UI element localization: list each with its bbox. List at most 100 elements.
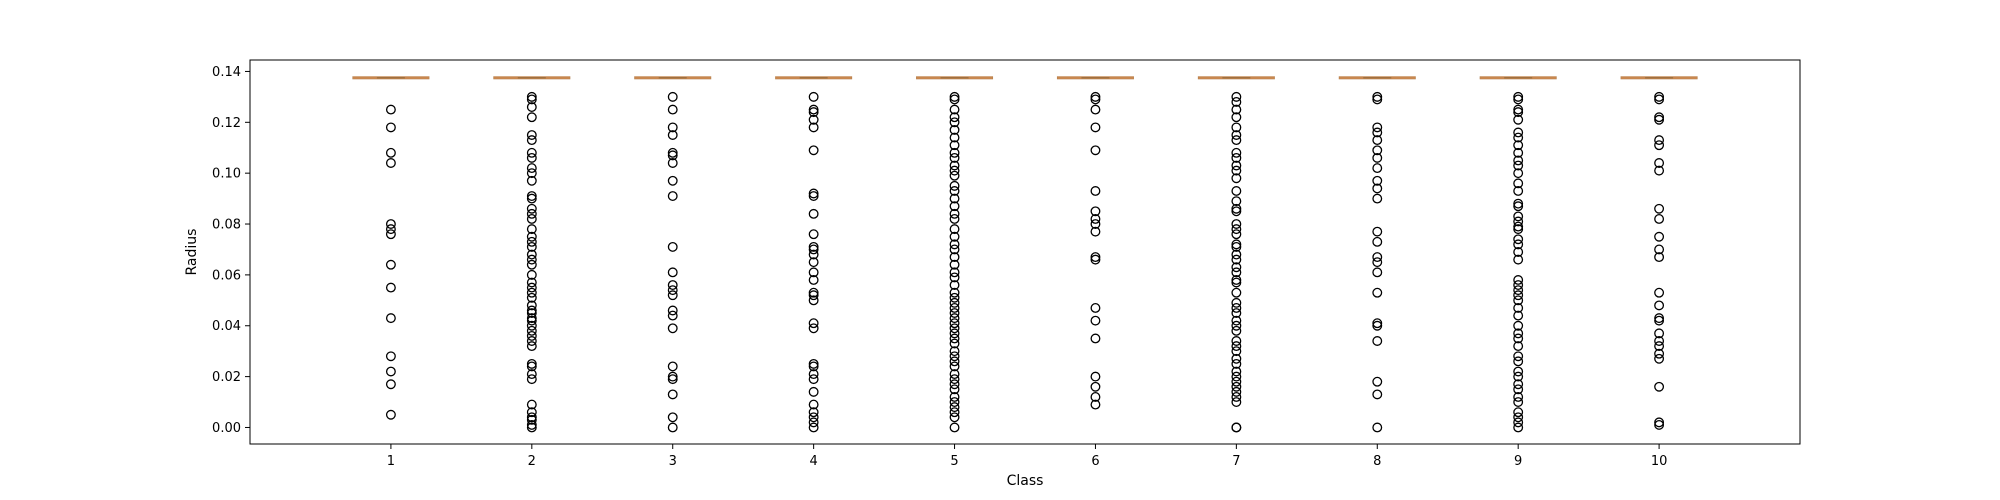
outlier-point — [385, 366, 396, 377]
outlier-point — [808, 244, 819, 255]
outlier-point — [808, 275, 819, 285]
y-axis-label: Radius — [184, 229, 200, 276]
outlier-point — [1090, 91, 1101, 102]
plot-area — [352, 76, 1698, 433]
outlier-point — [526, 305, 537, 316]
outlier-point — [1090, 104, 1101, 115]
outlier-point — [1513, 285, 1524, 296]
outlier-point — [1654, 158, 1665, 168]
y-tick-label: 0.12 — [212, 116, 241, 131]
x-tick-label: 7 — [1232, 454, 1240, 469]
outlier-point — [667, 91, 678, 102]
x-tick-label: 5 — [950, 454, 958, 469]
outlier-point — [949, 180, 960, 191]
outlier-point — [808, 318, 819, 329]
outlier-point — [1372, 163, 1383, 174]
outlier-point — [526, 175, 537, 186]
outlier-point — [1231, 91, 1242, 102]
outlier-point — [526, 374, 537, 385]
outlier-point — [1654, 419, 1665, 430]
outlier-point — [1513, 114, 1524, 125]
outlier-point — [526, 112, 537, 123]
outlier-point — [385, 409, 396, 420]
outlier-point — [949, 170, 960, 181]
outlier-point — [385, 229, 396, 240]
outlier-point — [949, 147, 960, 158]
outlier-point — [385, 122, 396, 133]
outlier-point — [667, 267, 678, 278]
outlier-point — [667, 412, 678, 423]
outlier-point — [526, 152, 537, 163]
outlier-point — [1372, 257, 1383, 268]
outlier-point — [526, 422, 537, 433]
outlier-point — [1372, 320, 1383, 331]
outlier-point — [1372, 122, 1383, 133]
outlier-point — [385, 147, 396, 158]
outlier-point — [1372, 267, 1383, 278]
outlier-point — [1231, 320, 1242, 331]
outlier-point — [526, 320, 537, 331]
outlier-point — [1090, 226, 1101, 237]
outlier-point — [949, 328, 960, 339]
outlier-point — [1372, 318, 1383, 329]
outlier-point — [526, 419, 537, 430]
outlier-point — [667, 371, 678, 382]
y-tick-label: 0.00 — [212, 421, 241, 436]
outlier-point — [808, 91, 819, 102]
outlier-point — [526, 308, 537, 318]
outlier-point — [1513, 224, 1524, 235]
outlier-point — [949, 208, 960, 219]
outlier-point — [526, 336, 537, 346]
outlier-point — [949, 356, 960, 367]
outlier-point — [1513, 407, 1524, 418]
outlier-point — [1090, 94, 1101, 105]
outlier-point — [526, 208, 537, 219]
outlier-point — [1372, 252, 1383, 263]
outlier-point — [1372, 336, 1383, 346]
outlier-point — [526, 313, 537, 324]
outlier-point — [385, 104, 396, 115]
outlier-point — [949, 351, 960, 362]
outlier-point — [949, 94, 960, 105]
outlier-point — [949, 280, 960, 291]
outlier-point — [526, 224, 537, 235]
outlier-point — [667, 191, 678, 202]
outlier-point — [1231, 135, 1242, 146]
outlier-point — [1231, 160, 1242, 171]
outlier-point — [667, 104, 678, 115]
outlier-point — [1090, 399, 1101, 410]
outlier-point — [526, 236, 537, 247]
outlier-point — [1654, 315, 1665, 326]
x-tick-label: 10 — [1651, 454, 1668, 469]
outlier-point — [1513, 254, 1524, 265]
outlier-point — [949, 346, 960, 357]
outlier-point — [526, 300, 537, 311]
outlier-point — [949, 186, 960, 196]
outlier-point — [1372, 389, 1383, 400]
outlier-point — [949, 193, 960, 204]
outlier-point — [1231, 206, 1242, 217]
outlier-point — [667, 290, 678, 301]
outlier-point — [526, 254, 537, 265]
outlier-point — [526, 399, 537, 410]
outlier-point — [1372, 145, 1383, 156]
outlier-point — [808, 412, 819, 423]
box-group-class-5 — [916, 76, 994, 433]
outlier-point — [949, 323, 960, 334]
outlier-point — [526, 330, 537, 341]
outlier-point — [949, 224, 960, 235]
outlier-point — [1372, 376, 1383, 387]
outlier-point — [1513, 333, 1524, 344]
outlier-point — [1231, 122, 1242, 133]
outlier-point — [1513, 295, 1524, 306]
outlier-point — [1090, 252, 1101, 263]
outlier-point — [808, 104, 819, 115]
outlier-point — [1090, 206, 1101, 217]
outlier-point — [1231, 249, 1242, 260]
outlier-point — [1372, 226, 1383, 237]
outlier-point — [949, 252, 960, 263]
outlier-point — [949, 160, 960, 171]
outlier-point — [949, 297, 960, 308]
outlier-point — [808, 267, 819, 278]
outlier-point — [1231, 203, 1242, 214]
